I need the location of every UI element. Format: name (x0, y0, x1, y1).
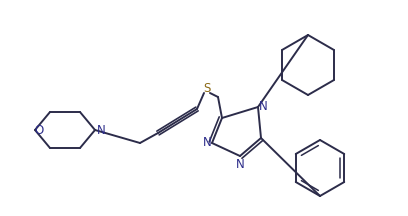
Text: N: N (203, 137, 211, 149)
Text: N: N (259, 100, 267, 113)
Text: S: S (203, 81, 211, 95)
Text: N: N (236, 159, 244, 172)
Text: N: N (97, 124, 105, 137)
Text: O: O (34, 124, 44, 137)
